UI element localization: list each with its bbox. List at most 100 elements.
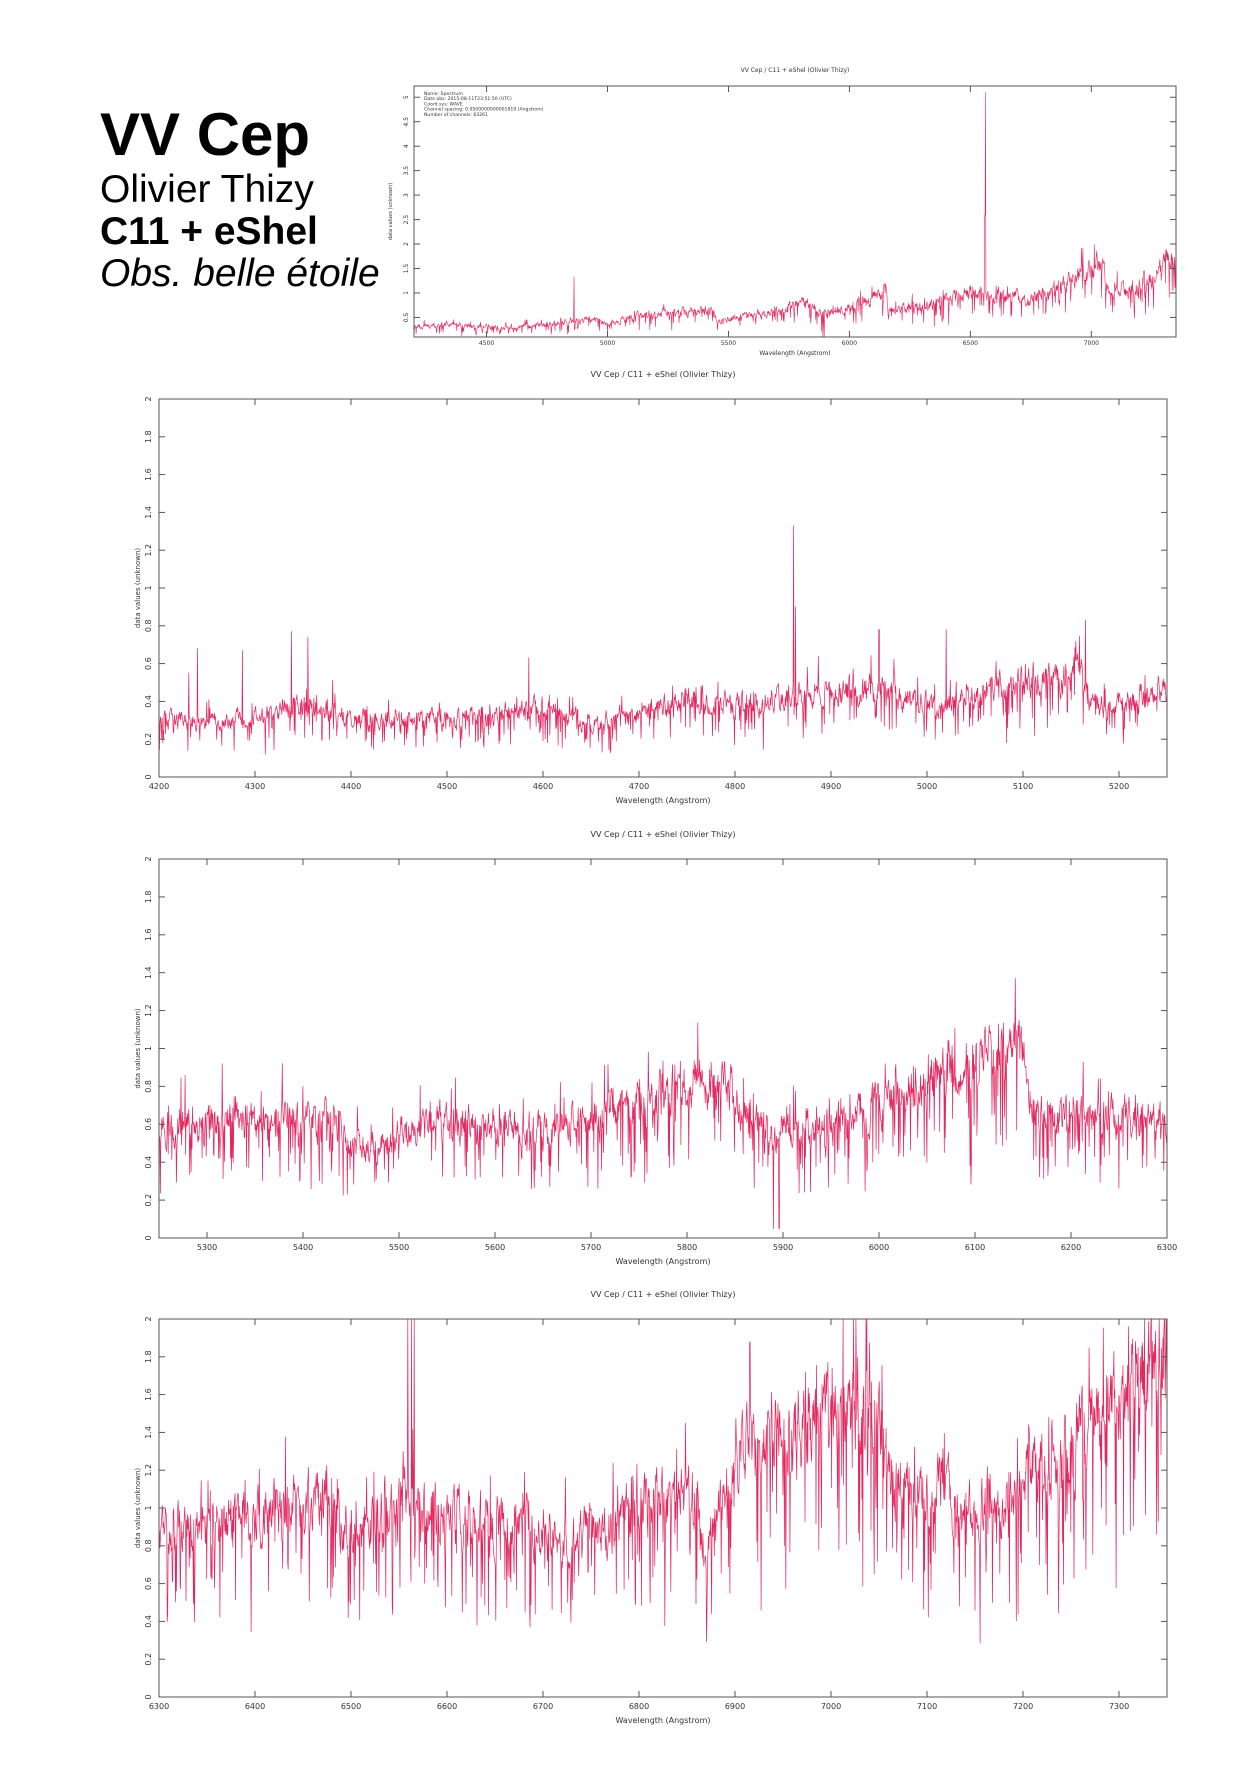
instrument-label: C11 + eShel — [100, 210, 318, 253]
y-tick-label: 2 — [144, 396, 153, 401]
x-tick-label: 6000 — [842, 340, 857, 347]
x-tick-label: 6400 — [245, 1702, 265, 1711]
y-tick-label: 0.8 — [144, 1539, 153, 1552]
x-tick-label: 4400 — [341, 782, 361, 791]
x-tick-label: 5700 — [581, 1243, 601, 1252]
x-tick-label: 4300 — [245, 782, 265, 791]
chart-title: VV Cep / C11 + eShel (Olivier Thizy) — [741, 67, 850, 74]
spectrum-info-line: Number of channels: 63261 — [424, 112, 488, 118]
y-tick-label: 1.6 — [144, 468, 153, 481]
y-tick-label: 1.2 — [144, 1464, 153, 1477]
y-tick-label: 3.5 — [403, 166, 410, 176]
x-tick-label: 5400 — [293, 1243, 313, 1252]
x-tick-label: 7000 — [821, 1702, 841, 1711]
x-tick-label: 7100 — [917, 1702, 937, 1711]
x-tick-label: 7300 — [1109, 1702, 1129, 1711]
y-tick-label: 1.8 — [144, 1350, 153, 1363]
x-tick-label: 4800 — [725, 782, 745, 791]
y-tick-label: 1.8 — [144, 430, 153, 443]
x-tick-label: 6500 — [963, 340, 978, 347]
x-tick-label: 4500 — [479, 340, 494, 347]
y-tick-label: 0.2 — [144, 1653, 153, 1666]
y-tick-label: 5 — [403, 95, 410, 99]
y-tick-label: 4.5 — [403, 117, 410, 127]
x-tick-label: 6300 — [1157, 1243, 1177, 1252]
x-tick-label: 5000 — [917, 782, 937, 791]
x-axis-label: Wavelength (Angstrom) — [616, 1257, 711, 1266]
plot-frame — [158, 398, 1168, 778]
spectrum-info-line: Channel spacing: 0.0500000000001819 (Ang… — [424, 107, 544, 113]
x-tick-label: 4500 — [437, 782, 457, 791]
y-tick-label: 3 — [403, 193, 410, 197]
y-tick-label: 2 — [403, 242, 410, 246]
x-tick-label: 4700 — [629, 782, 649, 791]
spectrum-line — [158, 525, 1168, 755]
y-tick-label: 1.4 — [144, 1426, 153, 1439]
y-tick-label: 1.8 — [144, 891, 153, 904]
y-tick-label: 0.4 — [144, 1615, 153, 1628]
y-axis-label: data values (unknown) — [388, 183, 394, 240]
spectrum-line — [158, 1318, 1168, 1644]
y-tick-label: 1.6 — [144, 928, 153, 941]
x-tick-label: 6300 — [149, 1702, 169, 1711]
y-tick-label: 0.8 — [144, 1080, 153, 1093]
y-tick-label: 1 — [144, 585, 153, 590]
x-tick-label: 4200 — [149, 782, 169, 791]
y-tick-label: 0.2 — [144, 733, 153, 746]
y-tick-label: 1.4 — [144, 506, 153, 519]
y-tick-label: 1 — [403, 291, 410, 295]
x-tick-label: 5800 — [677, 1243, 697, 1252]
x-tick-label: 6900 — [725, 1702, 745, 1711]
y-tick-label: 0.2 — [144, 1194, 153, 1207]
x-tick-label: 5600 — [485, 1243, 505, 1252]
chart-blue: VV Cep / C11 + eShel (Olivier Thizy) Wave… — [134, 370, 1168, 805]
y-tick-label: 2.5 — [403, 215, 410, 225]
x-tick-label: 6800 — [629, 1702, 649, 1711]
observing-site: Obs. belle étoile — [100, 252, 380, 295]
x-tick-label: 5900 — [773, 1243, 793, 1252]
x-axis-label: Wavelength (Angstrom) — [616, 1716, 711, 1725]
chart-title: VV Cep / C11 + eShel (Olivier Thizy) — [591, 370, 736, 379]
x-tick-label: 6500 — [341, 1702, 361, 1711]
y-tick-label: 4 — [403, 144, 410, 148]
x-tick-label: 5200 — [1109, 782, 1129, 791]
y-tick-label: 1.2 — [144, 544, 153, 557]
y-tick-label: 1.2 — [144, 1004, 153, 1017]
y-axis-label: data values (unknown) — [134, 548, 142, 629]
spectrum-info-line: Coord sys: WAVE — [424, 101, 463, 107]
y-tick-label: 2 — [144, 1316, 153, 1321]
chart-red: VV Cep / C11 + eShel (Olivier Thizy) Wave… — [134, 1290, 1168, 1725]
y-tick-label: 0.6 — [144, 1577, 153, 1590]
x-tick-label: 6000 — [869, 1243, 889, 1252]
star-name-title: VV Cep — [100, 101, 311, 168]
x-tick-label: 6200 — [1061, 1243, 1081, 1252]
x-tick-label: 4600 — [533, 782, 553, 791]
y-tick-label: 1 — [144, 1505, 153, 1510]
x-tick-label: 6700 — [533, 1702, 553, 1711]
y-tick-label: 0.6 — [144, 1118, 153, 1131]
y-tick-label: 0.6 — [144, 657, 153, 670]
y-tick-label: 1.5 — [403, 264, 410, 274]
x-tick-label: 6100 — [965, 1243, 985, 1252]
y-tick-label: 1.4 — [144, 966, 153, 979]
x-axis-label: Wavelength (Angstrom) — [759, 350, 830, 357]
x-tick-label: 7000 — [1084, 340, 1099, 347]
x-axis-label: Wavelength (Angstrom) — [616, 796, 711, 805]
x-tick-label: 5000 — [600, 340, 615, 347]
chart-overview: VV Cep / C11 + eShel (Olivier Thizy) Wave… — [388, 67, 1177, 357]
spectrum-line — [158, 978, 1168, 1229]
x-tick-label: 5100 — [1013, 782, 1033, 791]
y-tick-label: 0.4 — [144, 1156, 153, 1169]
y-tick-label: 0 — [144, 1235, 153, 1240]
spectrum-info-line: Name: Spectrum — [424, 91, 463, 97]
x-tick-label: 5500 — [721, 340, 736, 347]
x-tick-label: 5300 — [197, 1243, 217, 1252]
chart-title: VV Cep / C11 + eShel (Olivier Thizy) — [591, 1290, 736, 1299]
y-tick-label: 0 — [144, 1694, 153, 1699]
chart-title: VV Cep / C11 + eShel (Olivier Thizy) — [591, 830, 736, 839]
y-tick-label: 0.8 — [144, 619, 153, 632]
spectrum-line — [413, 92, 1177, 338]
x-tick-label: 4900 — [821, 782, 841, 791]
spectrum-info-line: Date obs: 2015-08-11T23:51:50 (UTC) — [424, 96, 512, 102]
